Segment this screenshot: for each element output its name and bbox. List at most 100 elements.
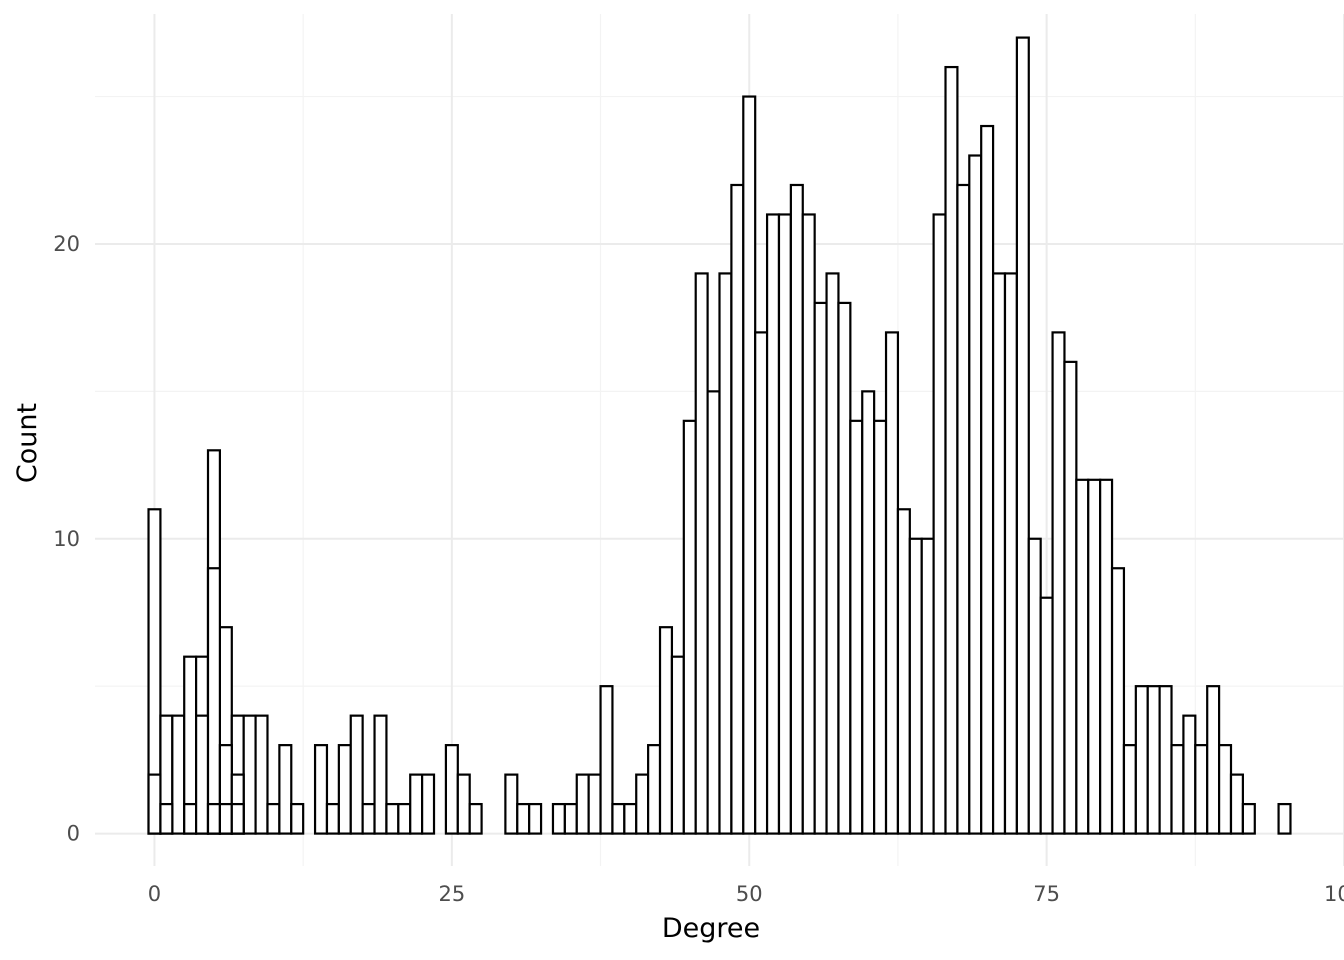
histogram-bar [385,802,400,835]
histogram-bar [230,802,245,835]
histogram-bar [956,183,971,835]
histogram-bar [1206,685,1221,835]
histogram-bar [551,802,566,835]
histogram-bar [1277,802,1292,835]
histogram-bar [266,802,281,835]
histogram-bar [1241,802,1256,835]
histogram-bar [183,802,198,835]
x-tick-label: 25 [438,882,465,906]
histogram-bar [1015,36,1030,835]
histogram-bar [147,773,162,835]
histogram-bars [147,36,1292,835]
histogram-bar [944,65,959,835]
y-tick-label: 10 [53,527,80,551]
histogram-bar [575,773,590,835]
histogram-bar [730,183,745,835]
histogram-bar [313,744,329,835]
histogram-bar [682,419,697,835]
histogram-bar [599,685,614,835]
histogram-bar [159,802,174,835]
histogram-bar [1110,567,1126,835]
histogram-bar [242,714,257,835]
histogram-bar [1158,685,1173,835]
histogram-bar [777,213,792,835]
histogram-bar [1087,478,1102,835]
x-tick-label: 0 [148,882,161,906]
histogram-bar [765,213,781,835]
histogram-bar [754,331,769,835]
histogram-bar [1051,331,1066,835]
histogram-bar [361,802,376,835]
histogram-bar [1122,744,1137,835]
histogram-bar [397,802,412,835]
histogram-bar [1170,744,1185,835]
y-tick-label: 20 [53,232,80,256]
y-tick-label: 0 [67,822,80,846]
histogram-bar [873,419,888,835]
histogram-bar [849,419,864,835]
histogram-bar [813,301,828,835]
histogram-bar [611,802,626,835]
histogram-bar [195,714,210,835]
histogram-bar [337,744,352,835]
histogram-bar [278,744,293,835]
histogram-bar [658,626,674,835]
histogram-bar [206,567,221,835]
histogram-bar [706,390,721,835]
histogram-bar [1099,478,1114,835]
histogram-bar [171,714,186,835]
histogram-bar [218,802,233,835]
histogram-bar [635,773,650,835]
histogram-bar [968,154,983,835]
histogram-bar [694,272,709,835]
histogram-bar [563,802,578,835]
x-tick-label: 50 [736,882,763,906]
histogram-bar [504,773,519,835]
histogram-bar [1134,685,1149,835]
histogram-bar [837,301,852,835]
histogram-bar [980,124,995,835]
histogram-bar [1194,744,1209,835]
histogram-bar [373,714,388,835]
histogram-bar [670,655,685,835]
histogram-bar [1146,685,1161,835]
histogram-bar [718,272,733,835]
histogram-bar [742,95,757,835]
histogram-bar [444,744,459,835]
histogram-bar [647,744,662,835]
histogram-bar [789,183,804,835]
histogram-bar [861,390,876,835]
histogram-bar [801,213,816,835]
histogram-bar [1063,360,1078,835]
histogram-bar [991,272,1007,835]
histogram-bar [1027,537,1042,835]
histogram-bar [884,331,900,835]
histogram-bar [409,773,424,835]
histogram-bar [421,773,436,835]
y-axis-ticks: 0 10 20 [53,232,80,846]
histogram-bar [1217,744,1233,835]
histogram-bar [896,508,911,835]
x-axis-ticks: 0 25 50 75 100 [148,882,1344,906]
histogram-bar [1075,478,1090,835]
histogram-bar [456,773,471,835]
x-tick-label: 100 [1324,882,1344,906]
x-tick-label: 75 [1033,882,1060,906]
histogram-bar [587,773,602,835]
histogram-bar [825,272,840,835]
y-axis-title: Count [12,403,43,483]
x-axis-title: Degree [662,913,760,944]
histogram-bar [325,802,340,835]
histogram-bar [920,537,935,835]
histogram-bar [623,802,638,835]
histogram-bar [1182,714,1197,835]
histogram-bar [1003,272,1018,835]
histogram-bar [1039,596,1054,835]
histogram-bar [254,714,269,835]
histogram-bar [908,537,923,835]
histogram-bar [206,802,221,835]
histogram-bar [932,213,947,835]
histogram-bar [516,802,531,835]
histogram-bar [528,802,543,835]
